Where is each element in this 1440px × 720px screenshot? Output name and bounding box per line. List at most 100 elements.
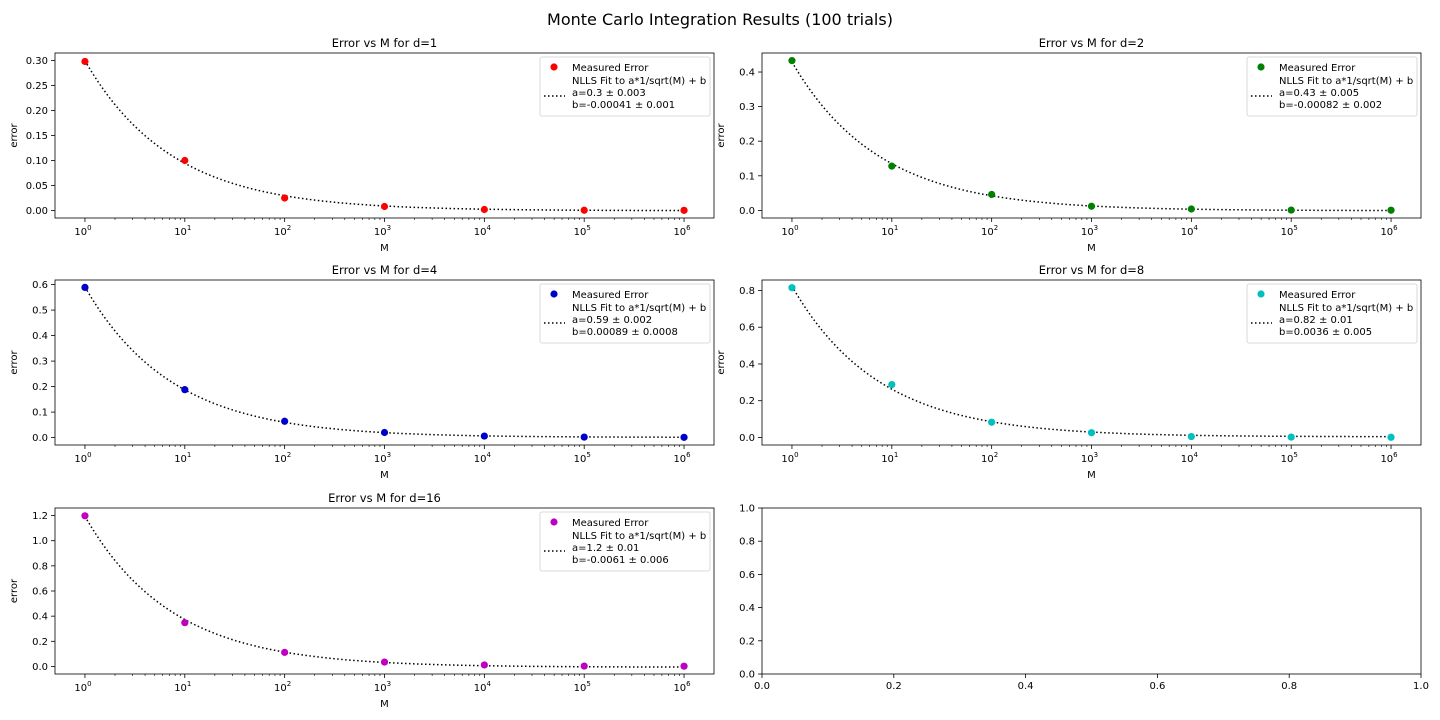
x-tick-label: 0.2 <box>886 681 902 692</box>
x-tick-label: 102 <box>981 451 998 465</box>
x-tick-label: 103 <box>1081 224 1098 238</box>
data-point <box>680 662 688 670</box>
data-point <box>1187 205 1195 213</box>
y-tick-label: 0.4 <box>32 331 48 342</box>
data-point <box>281 194 289 202</box>
legend-label: NLLS Fit to a*1/sqrt(M) + b <box>572 76 706 87</box>
x-tick-label: 0.6 <box>1149 681 1165 692</box>
x-tick-label: 106 <box>673 680 691 694</box>
legend-label: a=0.3 ± 0.003 <box>572 88 646 99</box>
data-point <box>81 57 89 66</box>
legend-marker <box>1257 63 1265 71</box>
data-point <box>988 418 996 426</box>
legend-label: b=-0.00082 ± 0.002 <box>1279 100 1382 111</box>
data-point <box>580 206 588 214</box>
y-tick-label: 0.3 <box>32 357 48 368</box>
y-tick-label: 0.5 <box>32 306 48 317</box>
x-tick-label: 105 <box>574 680 591 694</box>
y-axis-label: error <box>9 350 20 375</box>
x-tick-label: 104 <box>1181 224 1199 238</box>
y-tick-label: 0.0 <box>739 670 755 681</box>
x-tick-label: 100 <box>781 451 798 465</box>
legend-label: Measured Error <box>572 290 649 301</box>
legend-label: NLLS Fit to a*1/sqrt(M) + b <box>1279 76 1413 87</box>
legend-marker <box>550 63 558 71</box>
legend-label: Measured Error <box>572 63 649 74</box>
data-point <box>181 619 189 627</box>
figure-title: Monte Carlo Integration Results (100 tri… <box>547 10 893 29</box>
legend-box <box>539 283 711 344</box>
legend: Measured Error NLLS Fit to a*1/sqrt(M) + … <box>539 283 711 344</box>
fit-curve <box>791 285 1392 438</box>
x-tick-label: 104 <box>474 224 492 238</box>
y-axis-label: error <box>716 123 727 148</box>
data-point <box>380 428 389 437</box>
y-tick-label: 0.8 <box>739 537 755 548</box>
y-tick-label: 0.30 <box>26 56 48 67</box>
y-tick-label: 0.8 <box>739 286 755 297</box>
subplot-title: Error vs M for d=4 <box>332 263 437 277</box>
y-tick-label: 0.8 <box>32 561 48 572</box>
data-point <box>988 190 996 199</box>
legend-marker <box>550 518 558 526</box>
data-point <box>1287 433 1295 441</box>
x-tick-label: 102 <box>274 451 291 465</box>
legend: Measured Error NLLS Fit to a*1/sqrt(M) + … <box>539 56 711 117</box>
x-tick-label: 102 <box>274 680 291 694</box>
data-point <box>888 380 896 389</box>
data-point <box>788 284 796 292</box>
subplot-3: 100 101 102 103 104 105 106 0.0 0.1 0.2 0.3 0.4 0.5 0… <box>9 263 715 481</box>
y-tick-label: 0.2 <box>739 636 755 647</box>
y-tick-label: 0.3 <box>739 102 755 113</box>
subplot-title: Error vs M for d=16 <box>328 491 441 505</box>
data-point <box>788 57 796 65</box>
y-tick-label: 0.4 <box>32 612 48 623</box>
subplot-2: 100 101 102 103 104 105 106 0.0 0.1 0.2 0.3 0.4 Erro… <box>716 36 1422 254</box>
y-tick-label: 0.00 <box>26 206 48 217</box>
legend-marker <box>1257 290 1265 298</box>
y-tick-label: 0.20 <box>26 106 48 117</box>
y-tick-label: 1.0 <box>32 536 48 547</box>
subplot-title: Error vs M for d=8 <box>1039 263 1144 277</box>
data-point <box>1387 433 1395 441</box>
x-tick-label: 103 <box>374 224 391 238</box>
legend-label: a=0.59 ± 0.002 <box>572 315 652 326</box>
x-tick-label: 1.0 <box>1413 681 1429 692</box>
y-tick-label: 0.10 <box>26 156 48 167</box>
data-point <box>580 662 588 670</box>
y-tick-label: 0.4 <box>739 603 755 614</box>
subplot-5: 100 101 102 103 104 105 106 0.0 0.2 0.4 0.6 0.8 1.0 1… <box>9 491 715 710</box>
y-axis-label: error <box>9 123 20 148</box>
y-tick-label: 0.2 <box>32 382 48 393</box>
axes-frame <box>54 279 715 446</box>
y-tick-label: 0.6 <box>32 587 48 598</box>
x-tick-label: 105 <box>1281 451 1298 465</box>
legend: Measured Error NLLS Fit to a*1/sqrt(M) + … <box>1246 56 1418 117</box>
x-tick-label: 106 <box>673 451 691 465</box>
y-tick-label: 0.0 <box>32 662 48 673</box>
x-tick-label: 101 <box>174 451 191 465</box>
x-tick-label: 103 <box>374 680 391 694</box>
subplot-4: 100 101 102 103 104 105 106 0.0 0.2 0.4 0.6 0.8 Erro… <box>716 263 1422 481</box>
data-point <box>888 162 896 170</box>
y-axis-label: error <box>9 578 20 603</box>
x-tick-label: 104 <box>474 451 492 465</box>
legend-marker <box>550 290 558 298</box>
y-tick-label: 0.4 <box>739 359 755 370</box>
x-tick-label: 0.4 <box>1018 681 1034 692</box>
subplot-6: 0.0 0.2 0.4 0.6 0.8 1.0 0.0 0.2 0.4 0.6 0.8 1.0 <box>739 504 1429 693</box>
subplot-title: Error vs M for d=1 <box>332 36 437 50</box>
legend-label: NLLS Fit to a*1/sqrt(M) + b <box>1279 303 1413 314</box>
x-tick-label: 101 <box>174 224 191 238</box>
x-tick-label: 105 <box>574 451 591 465</box>
y-tick-label: 0.1 <box>739 171 755 182</box>
x-tick-label: 101 <box>881 451 898 465</box>
legend-box <box>1246 56 1418 117</box>
data-point <box>1387 206 1395 214</box>
data-point <box>81 512 89 520</box>
data-point <box>480 205 488 214</box>
axes-frame <box>761 507 1422 675</box>
legend-box <box>539 511 711 572</box>
data-point <box>680 206 688 214</box>
